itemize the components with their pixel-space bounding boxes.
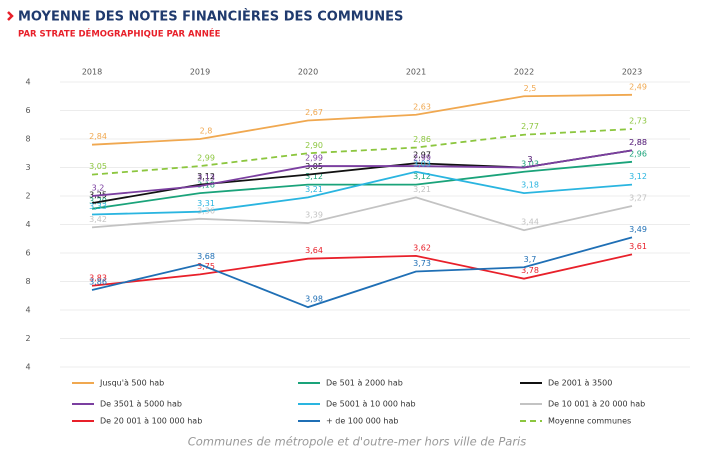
legend-label: De 2001 à 3500	[548, 379, 612, 388]
series-line	[91, 93, 633, 146]
legend-label: Jusqu'à 500 hab	[99, 379, 164, 388]
series-line	[91, 236, 633, 309]
value-label: 3,86	[89, 278, 107, 287]
x-tick-label: 2022	[514, 68, 534, 77]
chart-title: MOYENNE DES NOTES FINANCIÈRES DES COMMUN…	[18, 9, 403, 25]
value-label: 3,31	[197, 199, 215, 208]
value-label: 3,7	[524, 255, 537, 264]
value-label: 2,88	[629, 138, 647, 147]
legend-label: De 501 à 2000 hab	[326, 379, 403, 388]
value-label: 2,77	[521, 122, 539, 131]
legend-label: + de 100 000 hab	[326, 417, 398, 426]
value-label: 2,73	[629, 117, 647, 126]
y-tick-label: 4	[25, 306, 30, 315]
value-label: 3,61	[629, 242, 647, 251]
value-label: 3,83	[89, 273, 107, 282]
value-label: 3,44	[521, 218, 539, 227]
value-label: 3,12	[305, 172, 323, 181]
value-label: 3,62	[413, 243, 431, 252]
value-label: 3,05	[89, 162, 107, 171]
value-label: 3,49	[629, 225, 647, 234]
value-label: 2,86	[413, 135, 431, 144]
value-label: 3,39	[305, 211, 323, 220]
value-label: 3,78	[521, 266, 539, 275]
value-label: 3,42	[89, 215, 107, 224]
legend-label: De 10 001 à 20 000 hab	[548, 400, 645, 409]
value-label: 3,33	[89, 202, 107, 211]
value-label: 3,18	[521, 181, 539, 190]
y-tick-label: 3	[25, 163, 30, 172]
value-label: 3,2	[92, 184, 105, 193]
value-label: 2,49	[629, 82, 647, 91]
series-line	[91, 128, 633, 176]
y-tick-label: 4	[25, 78, 30, 87]
value-label: 3,73	[413, 259, 431, 268]
x-tick-label: 2021	[406, 68, 426, 77]
series-line	[91, 149, 633, 205]
value-label: 2,97	[413, 151, 431, 160]
value-label: 3,27	[629, 193, 647, 202]
series-line	[91, 170, 633, 216]
value-label: 3,68	[197, 252, 215, 261]
legend-label: Moyenne communes	[548, 417, 631, 426]
value-label: 2,99	[413, 154, 431, 163]
value-label: 3	[527, 155, 532, 164]
title-bullet	[7, 11, 14, 21]
value-label: 3,21	[305, 185, 323, 194]
y-tick-label: 8	[25, 135, 30, 144]
y-tick-label: 6	[25, 106, 30, 115]
value-label: 3,03	[413, 159, 431, 168]
y-tick-label: 2	[25, 192, 30, 201]
value-label: 3,12	[629, 172, 647, 181]
legend-label: De 20 001 à 100 000 hab	[100, 417, 202, 426]
x-tick-label: 2020	[298, 68, 318, 77]
value-label: 3,12	[197, 172, 215, 181]
y-tick-label: 8	[25, 277, 30, 286]
legend-label: De 5001 à 10 000 hab	[326, 400, 416, 409]
value-label: 3	[527, 155, 532, 164]
value-label: 3,12	[413, 172, 431, 181]
value-label: 2,67	[305, 108, 323, 117]
value-label: 3,64	[305, 246, 323, 255]
legend-label: De 3501 à 5000 hab	[100, 400, 182, 409]
value-label: 2,88	[629, 138, 647, 147]
x-tick-label: 2023	[622, 68, 642, 77]
value-label: 3,29	[89, 196, 107, 205]
value-label: 3,36	[197, 206, 215, 215]
series-line	[91, 149, 633, 197]
value-label: 3,03	[521, 159, 539, 168]
value-label: 2,84	[89, 132, 107, 141]
x-tick-label: 2019	[190, 68, 210, 77]
chart-subtitle: PAR STRATE DÉMOGRAPHIQUE PAR ANNÉE	[18, 28, 221, 40]
value-label: 2,99	[305, 154, 323, 163]
value-label: 2,8	[200, 127, 213, 136]
value-label: 3,98	[305, 295, 323, 304]
series-line	[91, 196, 633, 232]
y-tick-label: 2	[25, 334, 30, 343]
value-label: 2,63	[413, 102, 431, 111]
y-tick-label: 4	[25, 363, 30, 372]
y-tick-label: 6	[25, 249, 30, 258]
value-label: 3,13	[197, 174, 215, 183]
series-line	[91, 253, 633, 287]
y-tick-label: 4	[25, 220, 30, 229]
value-label: 3,21	[413, 185, 431, 194]
x-tick-label: 2018	[82, 68, 102, 77]
value-label: 2,99	[197, 154, 215, 163]
value-label: 2,96	[629, 149, 647, 158]
value-label: 2,5	[524, 84, 537, 93]
value-label: 2,90	[305, 141, 323, 150]
footnote: Communes de métropole et d'outre-mer hor…	[188, 435, 527, 449]
